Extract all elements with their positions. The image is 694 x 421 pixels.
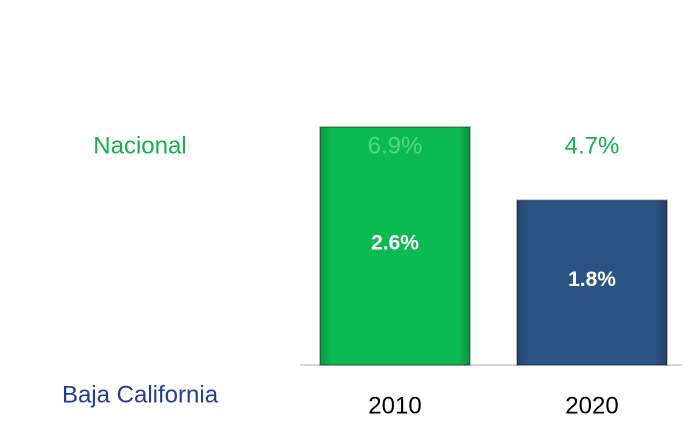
series-label: Nacional — [93, 132, 186, 159]
series-label: Baja California — [62, 381, 219, 408]
x-tick-label: 2010 — [368, 392, 421, 419]
bar-label: 1.8% — [568, 268, 616, 291]
x-tick-label: 2020 — [565, 392, 618, 419]
bar-bevel — [320, 127, 470, 365]
bar-label: 2.6% — [371, 232, 419, 255]
national-label: 4.7% — [565, 132, 620, 159]
bar-bevel — [517, 200, 667, 365]
national-label: 6.9% — [368, 132, 423, 159]
